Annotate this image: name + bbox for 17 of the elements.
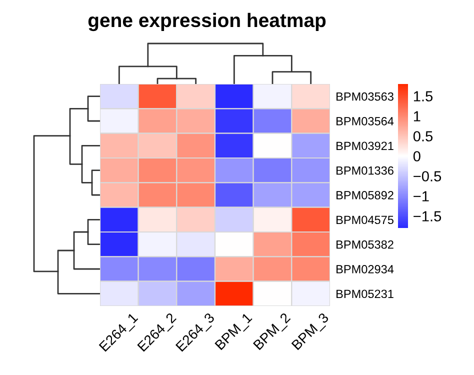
y-tick-label: BPM02934 xyxy=(336,265,394,274)
color-bar-label: 1 xyxy=(414,111,420,122)
y-tick-label: BPM01336 xyxy=(336,166,394,175)
y-tick-label: BPM03921 xyxy=(336,142,394,150)
y-tick-label: BPM03563 xyxy=(336,92,394,101)
y-tick-label: BPM05382 xyxy=(336,240,394,249)
color-bar-label: 1.5 xyxy=(414,91,433,102)
color-bar-label: 0.5 xyxy=(413,131,433,142)
color-bar-label: −1.5 xyxy=(414,211,442,222)
color-bar-label: −0.5 xyxy=(414,171,442,182)
y-tick-label: BPM04575 xyxy=(336,216,394,224)
y-tick-label: BPM03564 xyxy=(336,117,394,126)
chart-title: gene expression heatmap xyxy=(88,12,326,32)
color-bar-label: −1 xyxy=(414,191,429,202)
color-bar-label: 0 xyxy=(413,151,420,162)
y-tick-label: BPM05892 xyxy=(336,191,394,200)
y-tick-label: BPM05231 xyxy=(336,290,394,298)
